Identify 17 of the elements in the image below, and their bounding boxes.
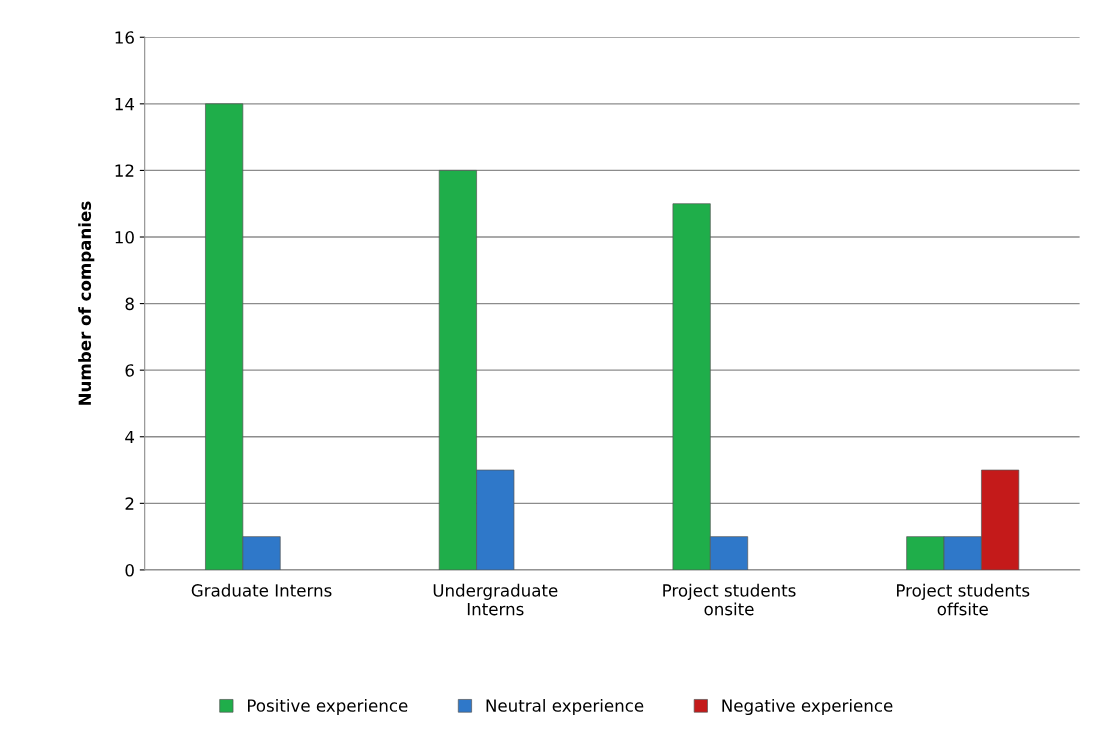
y-tick-label: 14 — [115, 98, 135, 111]
y-tick-label: 2 — [125, 497, 134, 510]
y-tick-label: 6 — [125, 364, 134, 377]
y-tick-label: 16 — [115, 31, 134, 44]
y-axis-title: Number of companies — [78, 201, 95, 405]
x-tick-label: Undergraduate Interns — [433, 583, 558, 616]
y-tick-label: 12 — [115, 164, 134, 177]
x-tick-label: Project students onsite — [663, 583, 796, 616]
y-tick-label: 8 — [125, 297, 134, 311]
y-tick-label: 4 — [125, 430, 135, 444]
legend-label: Positive experience — [248, 698, 408, 716]
y-tick-label: 0 — [125, 563, 134, 577]
legend-label: Neutral experience — [486, 698, 644, 716]
x-tick-label: Project students offsite — [897, 583, 1030, 616]
x-tick-label: Graduate Interns — [191, 583, 332, 597]
y-tick-label: 10 — [115, 230, 134, 244]
legend-label: Negative experience — [722, 698, 893, 716]
